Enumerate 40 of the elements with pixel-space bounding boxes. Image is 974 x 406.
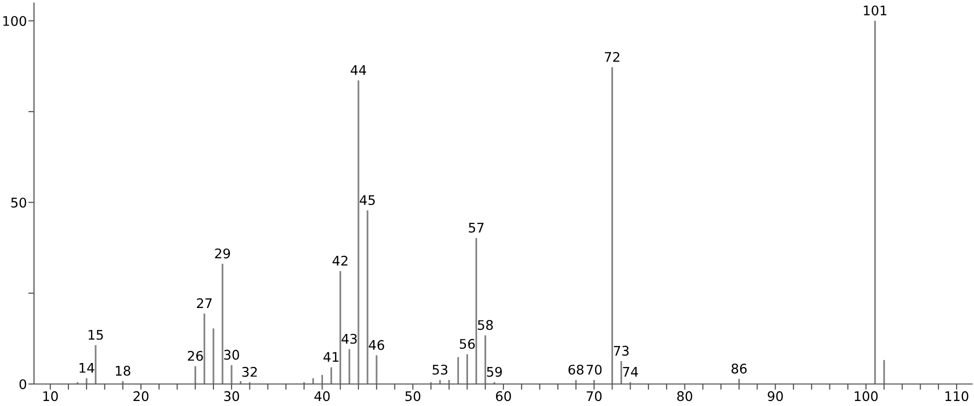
x-tick-label: 110 (945, 391, 968, 402)
annotation: 46 (368, 340, 384, 350)
annotation: 73 (614, 346, 629, 356)
annotation: 32 (242, 366, 257, 377)
annotation: 45 (360, 195, 375, 206)
annotation: 58 (478, 320, 493, 330)
annotation: 53 (432, 364, 448, 375)
annotation: 57 (468, 222, 484, 233)
annotation: 43 (342, 334, 357, 344)
annotation: 27 (196, 298, 212, 308)
annotation: 14 (80, 363, 94, 373)
annotation: 18 (116, 366, 130, 376)
annotation: 70 (586, 364, 602, 375)
annotation: 72 (604, 52, 620, 62)
x-tick-label: 60 (496, 391, 511, 402)
annotation: 30 (224, 350, 240, 360)
annotation: 101 (864, 5, 886, 16)
annotation: 15 (88, 330, 103, 340)
x-tick-label: 80 (677, 391, 692, 402)
x-tick-label: 70 (586, 391, 602, 402)
annotation: 29 (215, 248, 230, 258)
annotation: 59 (487, 366, 502, 377)
annotation: 26 (188, 350, 203, 361)
y-tick-label: 50 (11, 198, 26, 208)
x-tick-label: 50 (405, 391, 420, 402)
annotation: 68 (568, 364, 584, 375)
x-tick-label: 20 (134, 391, 148, 402)
x-tick-label: 10 (43, 391, 58, 402)
annotation: 86 (732, 364, 747, 374)
x-tick-label: 40 (314, 391, 330, 402)
x-tick-label: 30 (224, 391, 240, 402)
annotation: 41 (324, 352, 338, 362)
annotation: 56 (460, 338, 475, 349)
y-tick-label: 100 (3, 16, 26, 26)
x-tick-label: 90 (768, 391, 783, 402)
annotation: 42 (332, 256, 348, 266)
annotation: 44 (350, 65, 366, 75)
y-tick-label: 0 (20, 379, 26, 390)
annotation: 74 (623, 367, 638, 377)
x-tick-label: 100 (854, 391, 878, 402)
